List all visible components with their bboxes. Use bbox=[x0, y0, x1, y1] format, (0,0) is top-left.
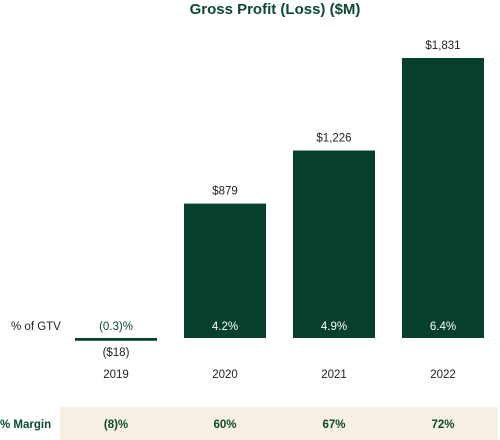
bar-2020 bbox=[184, 203, 266, 338]
value-labels-layer: ($18) $879 $1,226 $1,831 bbox=[103, 40, 461, 359]
margin-value-2022: 72% bbox=[431, 419, 454, 431]
bar-2021 bbox=[293, 150, 375, 338]
margin-band bbox=[60, 407, 498, 440]
x-tick-2022: 2022 bbox=[430, 369, 456, 381]
value-label-2022: $1,831 bbox=[425, 40, 460, 52]
margin-value-2020: 60% bbox=[213, 419, 236, 431]
chart-title: Gross Profit (Loss) ($M) bbox=[190, 1, 361, 18]
value-label-2020: $879 bbox=[212, 186, 238, 198]
gtv-value-2022: 6.4% bbox=[430, 321, 456, 333]
margin-row: (8)% 60% 67% 72% bbox=[104, 419, 455, 431]
margin-row-label: % Margin bbox=[0, 419, 51, 431]
gtv-value-2019: (0.3)% bbox=[99, 321, 133, 333]
bars-layer bbox=[75, 58, 484, 341]
bar-2022 bbox=[402, 58, 484, 338]
value-label-2021: $1,226 bbox=[316, 133, 351, 145]
margin-value-2019: (8)% bbox=[104, 419, 128, 431]
x-tick-2020: 2020 bbox=[212, 369, 238, 381]
gtv-value-2020: 4.2% bbox=[212, 321, 238, 333]
x-tick-2019: 2019 bbox=[103, 369, 129, 381]
x-axis-labels: 2019 2020 2021 2022 bbox=[103, 369, 456, 381]
margin-value-2021: 67% bbox=[322, 419, 345, 431]
value-label-2019: ($18) bbox=[103, 347, 130, 359]
gtv-value-2021: 4.9% bbox=[321, 321, 347, 333]
gtv-row: (0.3)% 4.2% 4.9% 6.4% bbox=[99, 321, 456, 333]
bar-2019 bbox=[75, 338, 157, 341]
x-tick-2021: 2021 bbox=[321, 369, 347, 381]
gtv-row-label: % of GTV bbox=[11, 321, 61, 333]
